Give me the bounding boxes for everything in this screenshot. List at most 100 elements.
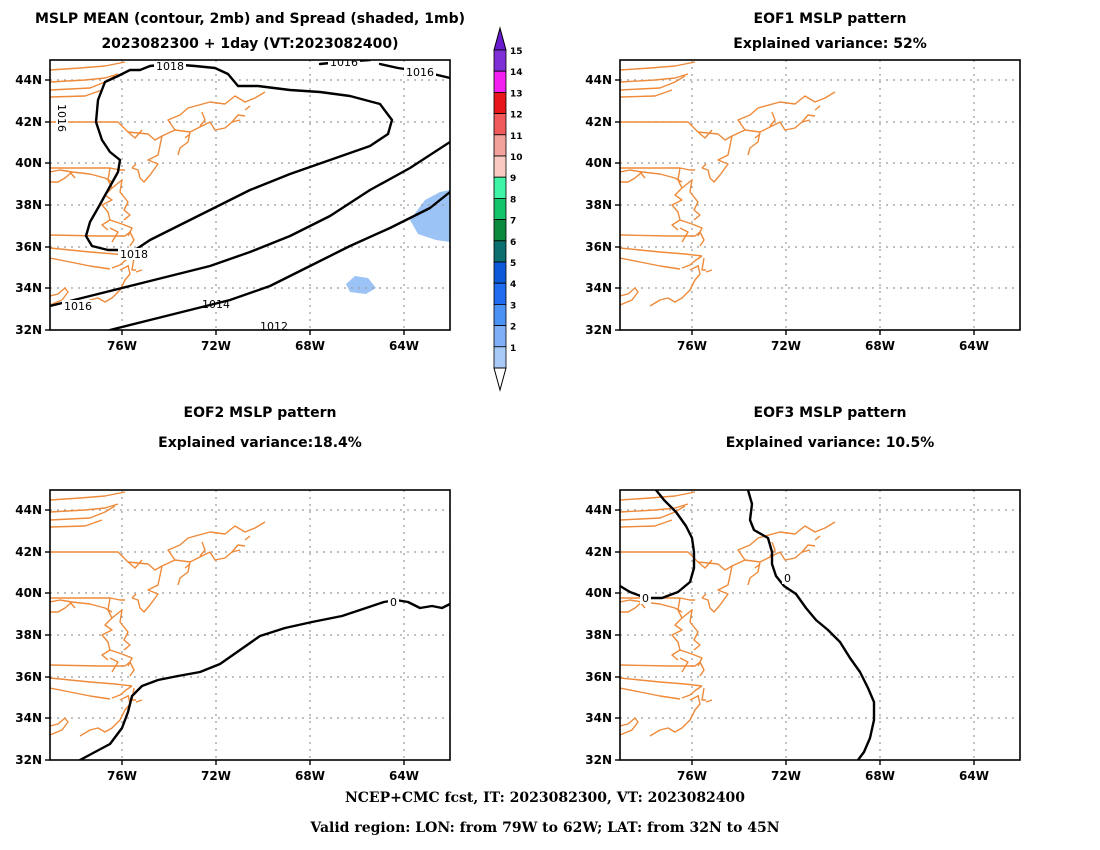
contour-label: 0 — [390, 596, 397, 609]
contour-line — [84, 74, 137, 252]
lon-tick-label: 72W — [771, 339, 801, 353]
lon-tick-label: 72W — [771, 769, 801, 783]
panel-title-eof2-1: Explained variance:18.4% — [158, 435, 362, 451]
contour-line — [108, 190, 450, 330]
colorbar-label: 10 — [510, 153, 523, 163]
lon-tick-label: 68W — [295, 769, 325, 783]
lon-tick-label: 68W — [865, 769, 895, 783]
lat-tick-label: 36N — [15, 240, 42, 254]
lon-tick-label: 68W — [295, 339, 325, 353]
colorbar-label: 9 — [510, 174, 516, 184]
colorbar-label: 1 — [510, 344, 516, 354]
contour-label: 1018 — [120, 248, 148, 261]
lon-tick-label: 76W — [677, 769, 707, 783]
colorbar-label: 15 — [510, 47, 523, 57]
contour-line — [78, 598, 450, 760]
lat-tick-label: 44N — [585, 503, 612, 517]
lon-tick-label: 68W — [865, 339, 895, 353]
panel-title-mean-1: 2023082300 + 1day (VT:2023082400) — [101, 36, 398, 52]
panel-title-eof2-0: EOF2 MSLP pattern — [184, 405, 337, 421]
colorbar-label: 12 — [510, 111, 523, 121]
lat-tick-label: 38N — [15, 628, 42, 642]
panel-title-mean-0: MSLP MEAN (contour, 2mb) and Spread (sha… — [35, 11, 465, 27]
colorbar-swatch — [493, 92, 507, 115]
lat-tick-label: 38N — [585, 198, 612, 212]
lon-tick-label: 76W — [677, 339, 707, 353]
contour-label: 0 — [784, 572, 791, 585]
lat-tick-label: 42N — [585, 545, 612, 559]
lat-tick-label: 38N — [15, 198, 42, 212]
map-panel-eof1: EOF1 MSLP pattern Explained variance: 52%… — [585, 11, 1021, 353]
colorbar-label: 3 — [510, 301, 516, 311]
lon-tick-label: 64W — [389, 769, 419, 783]
lat-tick-label: 34N — [585, 711, 612, 725]
lat-tick-label: 40N — [15, 586, 42, 600]
colorbar-label: 2 — [510, 323, 516, 333]
contour-label: 1016 — [64, 300, 92, 313]
lon-tick-label: 76W — [107, 769, 137, 783]
lat-tick-label: 40N — [585, 586, 612, 600]
lat-tick-label: 36N — [585, 240, 612, 254]
colorbar-swatch — [493, 70, 507, 93]
lat-tick-label: 34N — [585, 281, 612, 295]
colorbar-label: 11 — [510, 132, 523, 142]
contour-label: 1016 — [406, 66, 434, 79]
lon-tick-label: 64W — [959, 769, 989, 783]
colorbar-label: 8 — [510, 195, 516, 205]
panel-title-eof1-0: EOF1 MSLP pattern — [754, 11, 907, 27]
colorbar-swatch — [493, 219, 507, 242]
lat-tick-label: 38N — [585, 628, 612, 642]
lat-tick-label: 42N — [585, 115, 612, 129]
contour-label: 0 — [642, 592, 649, 605]
lat-tick-label: 32N — [15, 323, 42, 337]
contour-line — [746, 490, 876, 760]
colorbar-swatch — [493, 197, 507, 220]
colorbar-top-cap — [493, 26, 507, 51]
colorbar-swatch — [493, 282, 507, 305]
colorbar-label: 7 — [510, 217, 516, 227]
lat-tick-label: 36N — [15, 670, 42, 684]
colorbar-label: 5 — [510, 259, 516, 269]
lon-tick-label: 64W — [389, 339, 419, 353]
colorbar-swatch — [493, 240, 507, 263]
panel-title-eof3-0: EOF3 MSLP pattern — [754, 405, 907, 421]
lat-tick-label: 42N — [15, 115, 42, 129]
lon-tick-label: 72W — [201, 769, 231, 783]
lat-tick-label: 42N — [15, 545, 42, 559]
colorbar-swatch — [493, 134, 507, 157]
contour-label: 1016 — [55, 104, 68, 132]
footer-forecast-info: NCEP+CMC fcst, IT: 2023082300, VT: 20230… — [345, 790, 745, 806]
lat-tick-label: 34N — [15, 711, 42, 725]
colorbar-bottom-cap — [493, 367, 507, 392]
colorbar-swatch — [493, 325, 507, 348]
lat-tick-label: 36N — [585, 670, 612, 684]
colorbar-swatch — [493, 303, 507, 326]
lat-tick-label: 44N — [15, 503, 42, 517]
lat-tick-label: 44N — [15, 73, 42, 87]
map-panel-eof2: EOF2 MSLP pattern Explained variance:18.4… — [15, 405, 451, 783]
colorbar-label: 13 — [510, 89, 523, 99]
colorbar-swatch — [493, 261, 507, 284]
panel-title-eof3-1: Explained variance: 10.5% — [726, 435, 935, 451]
footer-valid-region: Valid region: LON: from 79W to 62W; LAT:… — [309, 820, 779, 836]
spread-shading — [346, 276, 376, 294]
lon-tick-label: 64W — [959, 339, 989, 353]
colorbar-swatch — [493, 113, 507, 136]
lat-tick-label: 34N — [15, 281, 42, 295]
colorbar-label: 6 — [510, 238, 516, 248]
colorbar-swatch — [493, 49, 507, 72]
contour-label: 1018 — [156, 60, 184, 73]
lat-tick-label: 40N — [15, 156, 42, 170]
colorbar-label: 4 — [510, 280, 516, 290]
colorbar-swatch — [493, 155, 507, 178]
colorbar-swatch — [493, 346, 507, 369]
lat-tick-label: 32N — [585, 753, 612, 767]
contour-label: 1016 — [330, 56, 358, 69]
map-panel-mean: MSLP MEAN (contour, 2mb) and Spread (sha… — [15, 11, 465, 353]
panel-title-eof1-1: Explained variance: 52% — [733, 36, 926, 52]
map-panel-eof3: EOF3 MSLP pattern Explained variance: 10.… — [585, 405, 1021, 783]
colorbar-swatch — [493, 176, 507, 199]
lon-tick-label: 72W — [201, 339, 231, 353]
lat-tick-label: 32N — [585, 323, 612, 337]
